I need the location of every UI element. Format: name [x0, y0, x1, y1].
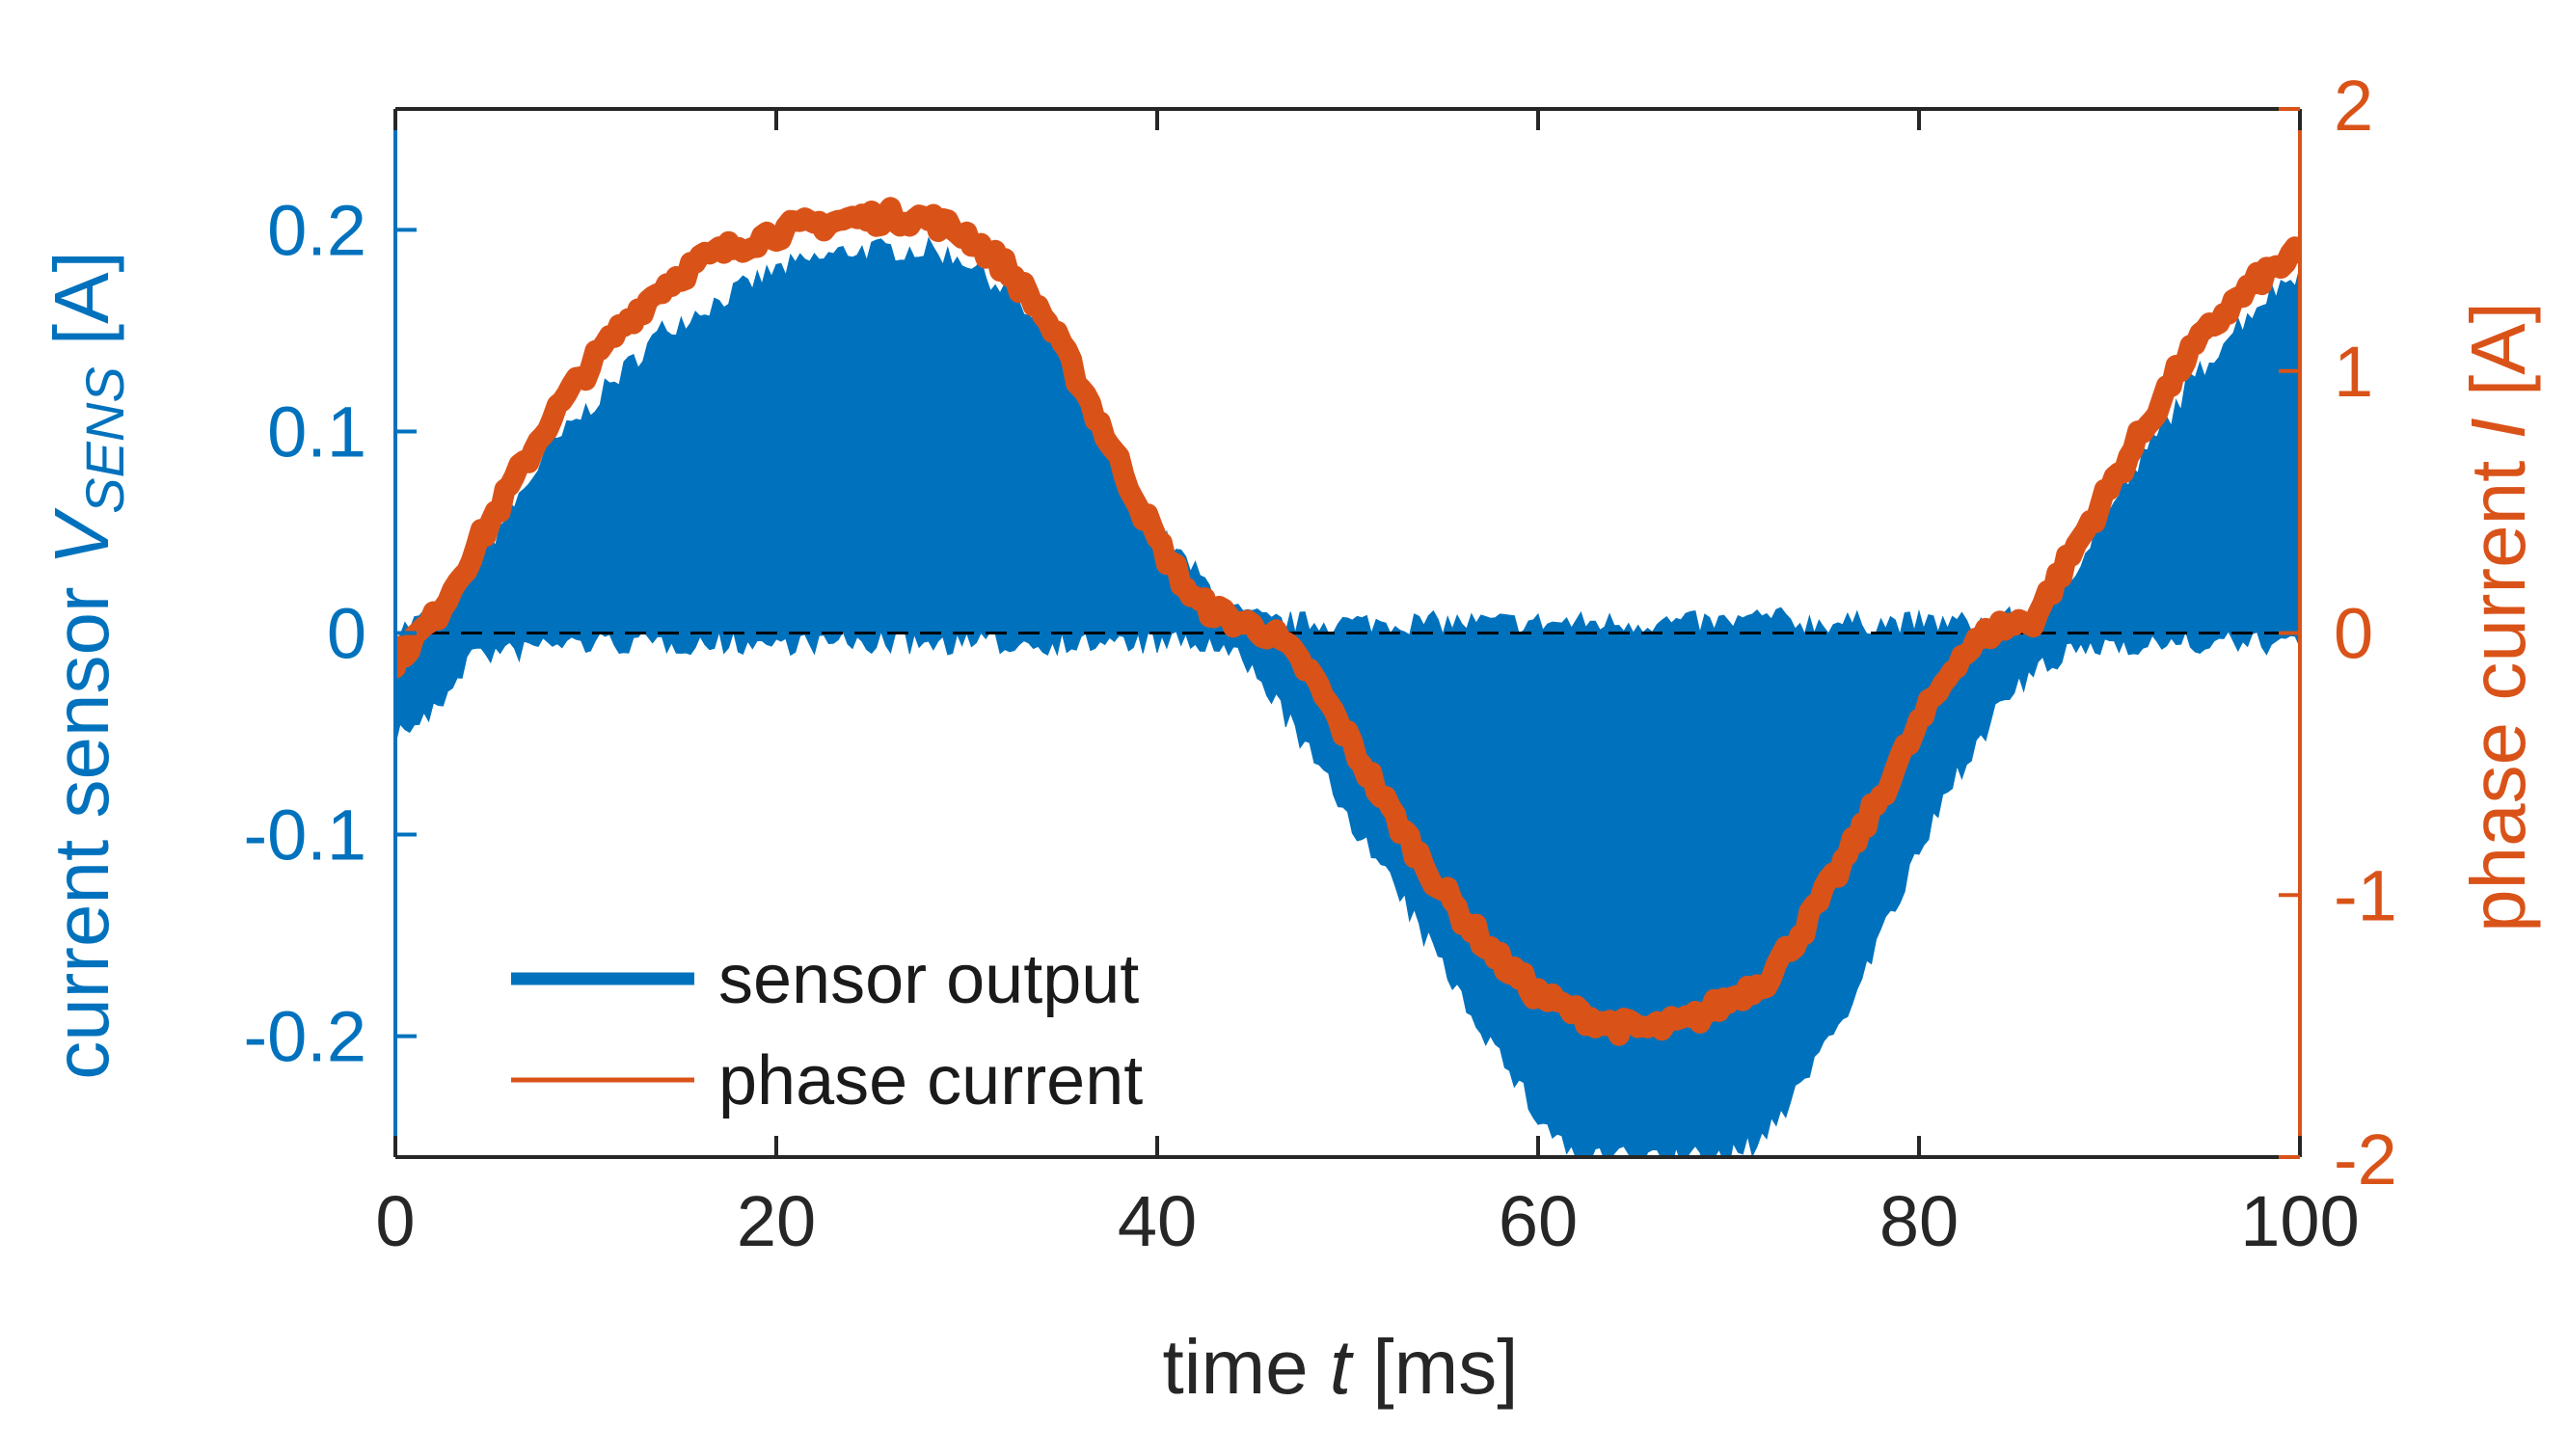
y-left-tick-label: 0.2 [267, 190, 366, 270]
x-tick-label: 0 [375, 1181, 415, 1261]
y-right-tick-label: 0 [2334, 594, 2373, 674]
plot-area [395, 197, 2300, 1157]
x-axis-title: time t [ms] [1163, 1324, 1519, 1410]
plot-clip-group [395, 197, 2300, 1157]
sensor-output-series [395, 236, 2300, 1157]
x-tick-label: 20 [737, 1181, 816, 1261]
y-right-tick-label: 1 [2334, 332, 2373, 412]
y-right-tick-label: -1 [2334, 855, 2397, 935]
y-right-tick-label: -2 [2334, 1119, 2397, 1200]
x-tick-label: 60 [1499, 1181, 1578, 1261]
x-tick-label: 100 [2240, 1181, 2359, 1261]
legend: sensor output phase current [511, 941, 1143, 1119]
y-right-tick-label: 2 [2334, 66, 2373, 146]
legend-label-phase-current: phase current [718, 1042, 1143, 1119]
x-tick-label: 40 [1118, 1181, 1197, 1261]
y-left-tick-label: 0.1 [267, 391, 366, 472]
y-left-tick-label: -0.1 [243, 795, 366, 876]
legend-label-sensor-output: sensor output [718, 941, 1139, 1018]
phase-current-series [395, 197, 2300, 1046]
x-tick-label: 80 [1879, 1181, 1959, 1261]
axes: 0 20 40 60 80 100 0.2 0.1 0 -0.1 -0.2 2 1 0 -1 -2 [243, 66, 2396, 1261]
y-left-tick-label: 0 [327, 594, 366, 674]
y-left-axis-title: current sensor VSENS [A] [39, 251, 135, 1079]
y-right-axis-title: phase current I [A] [2455, 302, 2541, 932]
y-left-tick-label: -0.2 [243, 997, 366, 1077]
